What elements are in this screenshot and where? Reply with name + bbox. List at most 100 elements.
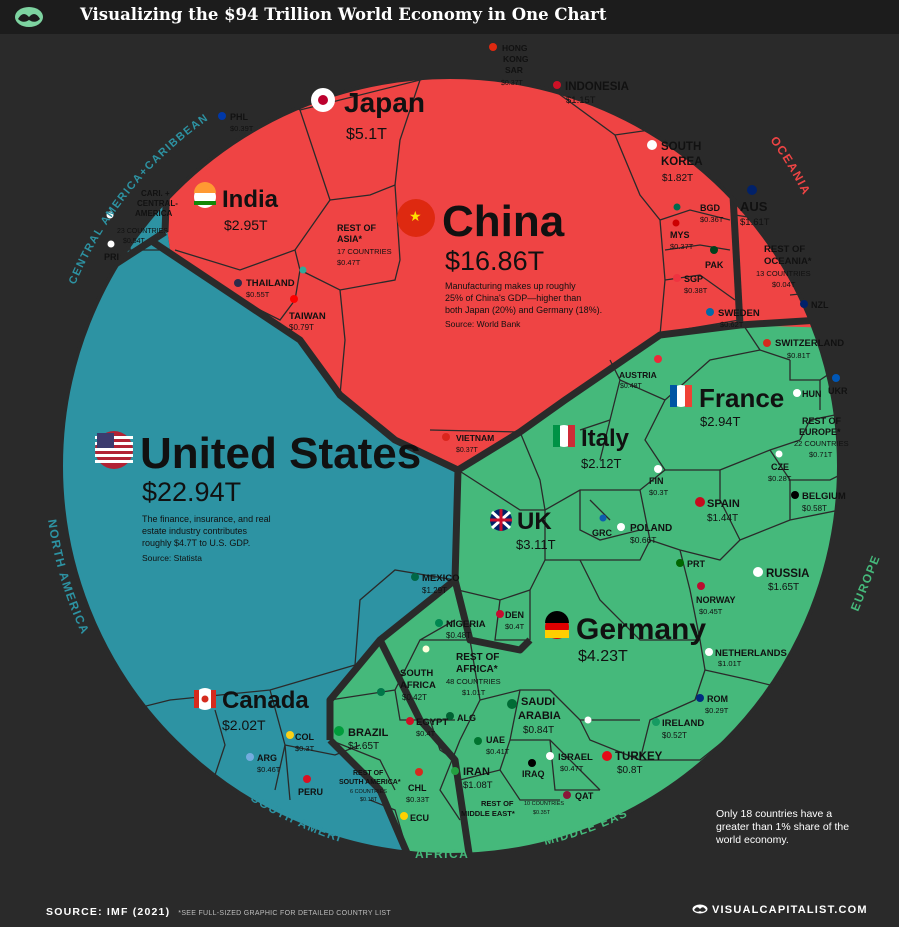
belgium-value: $0.58T xyxy=(802,504,827,513)
china-note-line2: 25% of China's GDP—higher than xyxy=(445,293,581,303)
den-value: $0.4T xyxy=(505,622,525,631)
vietnam-label: VIETNAM xyxy=(456,433,494,443)
fin-value: $0.3T xyxy=(649,488,669,497)
saudi-value: $0.84T xyxy=(523,725,554,736)
source-text: SOURCE: IMF (2021) xyxy=(46,906,171,918)
nigeria-label: NIGERIA xyxy=(446,619,486,630)
thailand-value: $0.55T xyxy=(246,290,270,299)
us-note-line1: The finance, insurance, and real xyxy=(142,514,271,524)
sgp-label: SGP xyxy=(684,274,703,284)
cari-note: 23 COUNTRIES xyxy=(117,228,168,235)
bgd-value: $0.36T xyxy=(700,215,724,224)
israel-label: ISRAEL xyxy=(558,752,593,763)
korea-label-2: KOREA xyxy=(661,156,703,168)
germany-flag-icon xyxy=(545,611,569,639)
rest-oceania-label-1: REST OF xyxy=(764,244,805,255)
nigeria-value: $0.48T xyxy=(446,631,471,640)
vietnam-value: $0.37T xyxy=(456,447,479,454)
belgium-label: BELGIUM xyxy=(802,491,846,502)
mexico-label: MEXICO xyxy=(422,573,459,584)
sweden-label: SWEDEN xyxy=(718,308,760,319)
spain-value: $1.44T xyxy=(707,513,738,524)
china-flag-icon: ★ xyxy=(397,199,435,237)
rest-me-label-2: MIDDLE EAST* xyxy=(461,809,515,818)
rest-asia-label-1: REST OF xyxy=(337,223,377,233)
brazil-value: $1.65T xyxy=(348,741,379,752)
ecu-label: ECU xyxy=(410,813,429,823)
italy-value: $2.12T xyxy=(581,456,622,471)
japan-label: Japan xyxy=(344,87,425,118)
rest-oceania-note: 13 COUNTRIES xyxy=(756,269,811,278)
canada-flag-icon xyxy=(194,688,216,710)
poland-label: POLAND xyxy=(630,523,672,534)
italy-flag-icon xyxy=(553,425,575,447)
netherlands-value: $1.01T xyxy=(718,659,742,668)
us-value: $22.94T xyxy=(142,477,241,507)
korea-label-1: SOUTH xyxy=(661,141,701,153)
netherlands-label: NETHERLANDS xyxy=(715,648,787,659)
footer-source: SOURCE: IMF (2021) *SEE FULL-SIZED GRAPHI… xyxy=(46,906,391,918)
col-label: COL xyxy=(295,732,315,742)
uk-label: UK xyxy=(517,508,552,535)
hk-label-2: KONG xyxy=(503,54,529,64)
rom-value: $0.29T xyxy=(705,706,729,715)
china-value: $16.86T xyxy=(445,246,544,276)
region-label-europe: EUROPE xyxy=(848,553,883,614)
rest-me-value: $0.35T xyxy=(533,810,551,816)
germany-value: $4.23T xyxy=(578,648,628,665)
brand-text: VISUALCAPITALIST.COM xyxy=(712,904,868,916)
ireland-label: IRELAND xyxy=(662,718,704,729)
arg-value: $0.46T xyxy=(257,765,281,774)
japan-value: $5.1T xyxy=(346,126,387,143)
pak-label: PAK xyxy=(705,260,724,270)
saudi-label-2: ARABIA xyxy=(518,710,561,722)
col-value: $0.3T xyxy=(295,744,315,753)
rest-europe-label-2: EUROPE* xyxy=(799,427,841,437)
cze-label: CZE xyxy=(771,462,789,472)
peru-label: PERU xyxy=(298,787,323,797)
cari-label-2: CENTRAL- xyxy=(137,199,178,208)
rest-africa-note: 48 COUNTRIES xyxy=(446,677,501,686)
thailand-label: THAILAND xyxy=(246,278,295,289)
japan-flag-icon xyxy=(311,88,335,112)
iran-value: $1.08T xyxy=(463,780,493,791)
indonesia-value: $1.15T xyxy=(566,95,596,106)
uk-value: $3.11T xyxy=(516,537,556,552)
arg-label: ARG xyxy=(257,753,277,763)
poland-value: $0.66T xyxy=(630,535,656,545)
india-label: India xyxy=(222,186,279,213)
norway-value: $0.45T xyxy=(699,607,723,616)
sgp-value: $0.38T xyxy=(684,286,708,295)
aus-value: $1.61T xyxy=(740,217,770,228)
cze-value: $0.28T xyxy=(768,474,792,483)
iran-label: IRAN xyxy=(463,766,490,778)
rest-europe-note: 22 COUNTRIES xyxy=(794,439,849,448)
rest-europe-value: $0.71T xyxy=(809,450,833,459)
rest-sa-label-2: SOUTH AMERICA* xyxy=(339,779,401,786)
rest-sa-value: $0.18T xyxy=(360,797,378,803)
cari-label-3: AMERICA xyxy=(135,209,173,218)
iraq-label: IRAQ xyxy=(522,769,545,779)
us-label: United States xyxy=(140,429,421,478)
brazil-label: BRAZIL xyxy=(348,727,389,739)
visual-capitalist-logo-icon xyxy=(15,7,43,27)
footer-brand[interactable]: VISUALCAPITALIST.COM xyxy=(692,904,868,916)
chl-value: $0.33T xyxy=(406,795,430,804)
egypt-label: EGYPT xyxy=(416,717,448,728)
visual-capitalist-brand-icon xyxy=(692,904,708,914)
turkey-value: $0.8T xyxy=(617,765,643,776)
rest-asia-value: $0.47T xyxy=(337,258,361,267)
den-label: DEN xyxy=(505,610,524,620)
china-source: Source: World Bank xyxy=(445,319,521,329)
header-bar: Visualizing the $94 Trillion World Econo… xyxy=(0,0,899,34)
saudi-label-1: SAUDI xyxy=(521,696,555,708)
spain-label: SPAIN xyxy=(707,498,740,510)
rest-africa-value: $1.01T xyxy=(462,688,486,697)
switzerland-label: SWITZERLAND xyxy=(775,338,844,349)
svg-text:★: ★ xyxy=(409,209,422,225)
chl-label: CHL xyxy=(408,783,427,793)
israel-value: $0.47T xyxy=(560,764,584,773)
grc-label: GRC xyxy=(592,528,613,538)
aus-label: AUS xyxy=(740,199,768,214)
